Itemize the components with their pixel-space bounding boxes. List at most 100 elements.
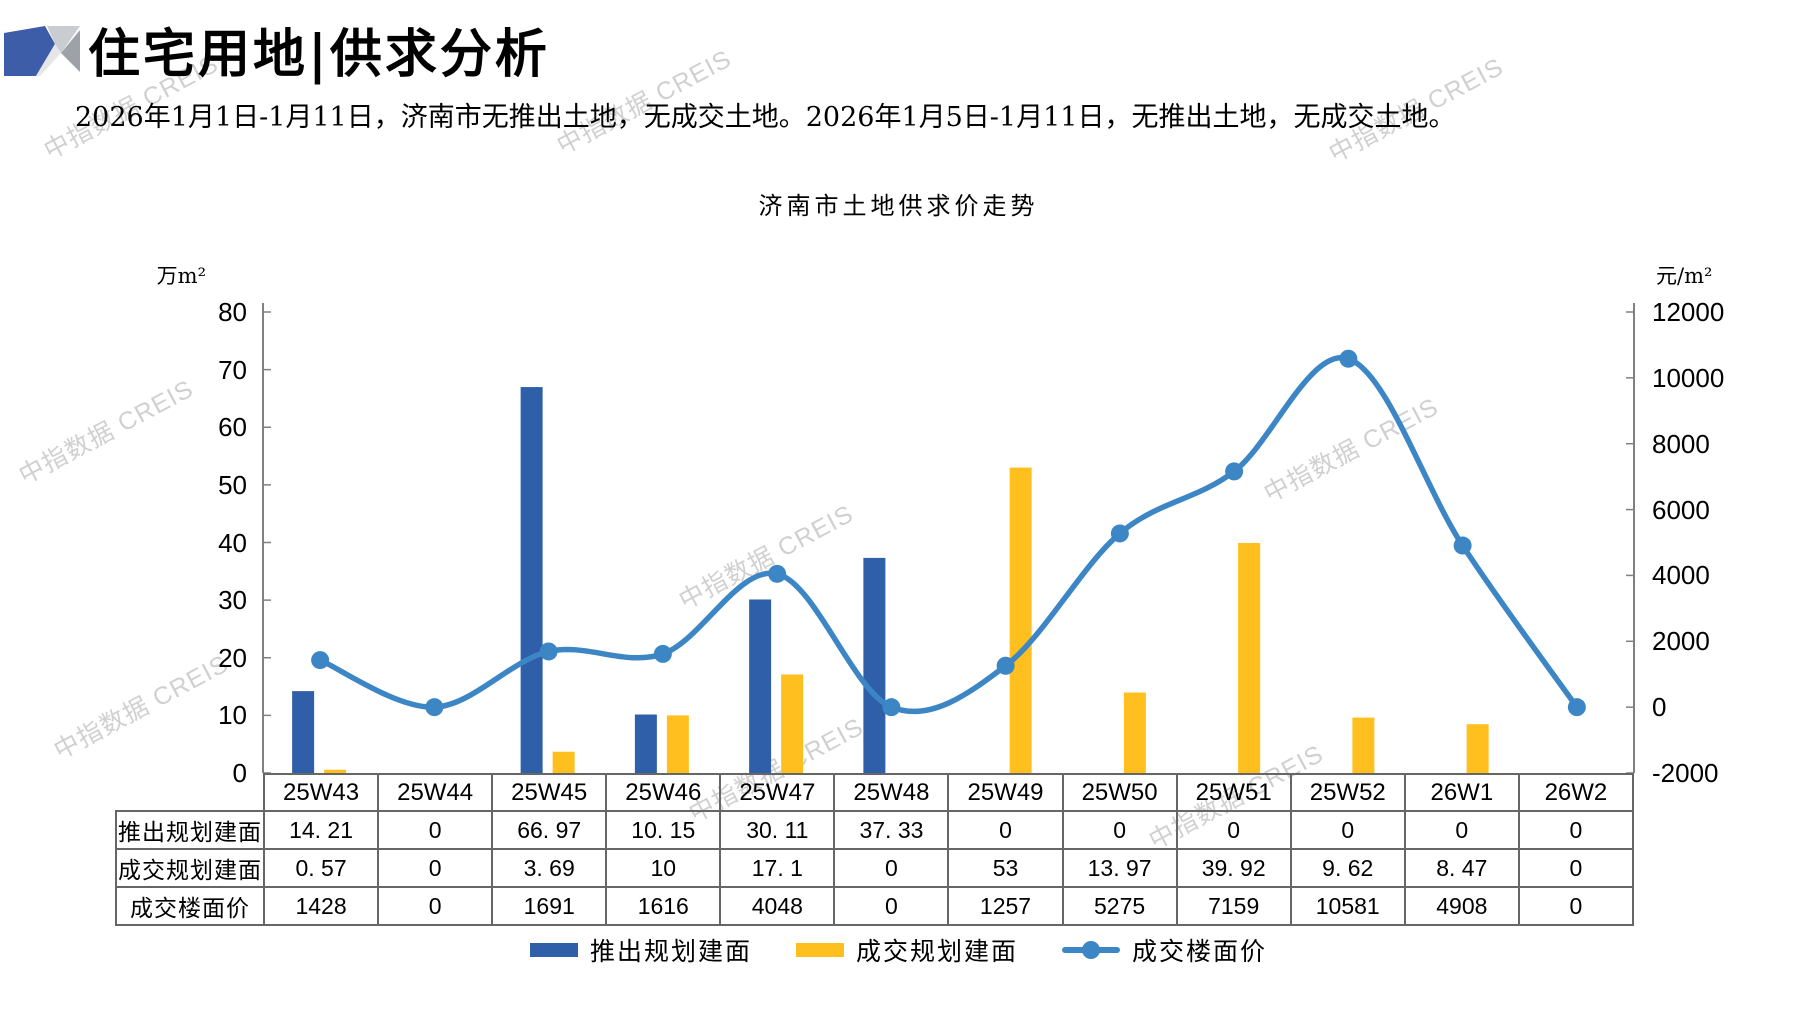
price-point-25W49	[996, 656, 1015, 675]
price-point-25W50	[1110, 524, 1129, 543]
table-cell: 9. 62	[1289, 848, 1406, 888]
table-cell: 7159	[1175, 886, 1292, 926]
bar-成交规划建面-25W46	[666, 715, 689, 773]
table-cell: 53	[947, 848, 1064, 888]
table-header-25W49: 25W49	[947, 773, 1064, 812]
table-cell: 0	[1517, 848, 1635, 888]
chart-title: 济南市土地供求价走势	[758, 192, 1039, 220]
logo-palegray-shape	[36, 44, 61, 76]
table-header-25W44: 25W44	[377, 773, 494, 812]
bar-成交规划建面-25W51	[1238, 542, 1261, 773]
table-header-25W50: 25W50	[1061, 773, 1178, 812]
watermark: 中指数据 CREIS	[1259, 392, 1444, 509]
legend-item-推出规划建面: 推出规划建面	[529, 932, 752, 968]
legend-item-成交规划建面: 成交规划建面	[795, 932, 1018, 968]
page-title: 住宅用地|供求分析	[88, 24, 550, 85]
left-axis-unit: 万m²	[156, 264, 206, 288]
table-cell: 4048	[719, 886, 836, 926]
table-header-26W1: 26W1	[1403, 773, 1520, 812]
data-table: 25W43 25W44 25W45 25W46 25W47 25W48 25W49 25W50…	[115, 773, 1635, 926]
bar-成交规划建面-25W45	[552, 751, 575, 773]
table-cell: 5275	[1061, 886, 1178, 926]
price-point-25W43	[311, 651, 330, 670]
data-table-wrap: 25W43 25W44 25W45 25W46 25W47 25W48 25W49 25W50…	[115, 773, 1635, 926]
left-axis-tick-label: 80	[218, 297, 247, 327]
bar-成交规划建面-26W1	[1466, 724, 1489, 773]
bar-成交规划建面-25W52	[1352, 717, 1375, 773]
table-cell: 1257	[947, 886, 1064, 926]
price-point-25W45	[539, 642, 558, 661]
table-row-label: 推出规划建面	[115, 810, 265, 850]
bar-推出规划建面-25W43	[292, 691, 315, 773]
logo-lightgray-shape	[47, 26, 80, 53]
table-cell: 0	[1175, 810, 1292, 850]
bar-推出规划建面-25W45	[520, 387, 543, 773]
table-row-label: 成交楼面价	[115, 886, 265, 926]
bar-成交规划建面-25W50	[1123, 692, 1146, 773]
table-cell: 0	[1403, 810, 1520, 850]
table-cell: 10	[605, 848, 722, 888]
table-header-25W46: 25W46	[605, 773, 722, 812]
right-axis-tick-label: 8000	[1652, 428, 1710, 459]
bar-成交规划建面-25W49	[1009, 467, 1032, 773]
legend-line-dot	[1082, 941, 1100, 959]
watermark: 中指数据 CREIS	[674, 499, 859, 616]
left-axis-tick-label: 20	[218, 642, 247, 673]
table-cell: 17. 1	[719, 848, 836, 888]
price-point-25W44	[425, 698, 444, 717]
table-header-25W45: 25W45	[491, 773, 608, 812]
legend-line-swatch	[1062, 940, 1120, 960]
left-axis-tick-label: 60	[218, 412, 247, 443]
table-cell: 4908	[1403, 886, 1520, 926]
table-header-26W2: 26W2	[1517, 773, 1635, 812]
table-cell: 0. 57	[262, 848, 380, 888]
logo-blue-shape	[4, 26, 55, 76]
table-row: 成交楼面价 1428 0 1691 1616 4048 0 1257 5275 7159 10581…	[115, 886, 1635, 926]
left-axis-tick-label: 50	[218, 469, 247, 500]
table-cell: 0	[377, 848, 494, 888]
table-cell: 14. 21	[262, 810, 380, 850]
left-axis-tick-label: 70	[218, 354, 247, 385]
table-cell: 0	[947, 810, 1064, 850]
table-cell: 39. 92	[1175, 848, 1292, 888]
bar-推出规划建面-25W46	[634, 714, 657, 773]
legend-label: 成交楼面价	[1132, 937, 1268, 966]
right-axis-tick-label: 12000	[1652, 297, 1725, 327]
right-axis-tick-label: 2000	[1652, 626, 1710, 657]
right-axis-tick-label: 10000	[1652, 362, 1725, 393]
table-cell: 0	[833, 886, 950, 926]
table-header-25W47: 25W47	[719, 773, 836, 812]
chart-legend: 推出规划建面 成交规划建面 成交楼面价	[0, 932, 1797, 968]
table-cell: 1428	[262, 886, 380, 926]
table-cell: 10581	[1289, 886, 1406, 926]
table-cell: 0	[1289, 810, 1406, 850]
table-cell: 66. 97	[491, 810, 608, 850]
left-axis-tick-label: 0	[232, 758, 247, 788]
summary-text: 2026年1月1日-1月11日，济南市无推出土地，无成交土地。2026年1月5日…	[75, 102, 1456, 133]
legend-bar-swatch	[795, 943, 844, 957]
table-cell: 10. 15	[605, 810, 722, 850]
right-axis-unit: 元/m²	[1656, 264, 1713, 288]
left-axis-tick-label: 30	[218, 585, 247, 616]
table-header-25W48: 25W48	[833, 773, 950, 812]
logo-darkgray-shape	[61, 30, 80, 72]
table-cell: 30. 11	[719, 810, 836, 850]
table-cell: 0	[1517, 886, 1635, 926]
price-point-25W46	[653, 644, 672, 663]
table-cell: 8. 47	[1403, 848, 1520, 888]
table-cell: 1691	[491, 886, 608, 926]
price-point-26W2	[1567, 698, 1586, 717]
price-point-25W48	[882, 698, 901, 717]
table-row: 推出规划建面 14. 21 0 66. 97 10. 15 30. 11 37. 33 0 0 0…	[115, 810, 1635, 850]
right-axis-tick-label: 4000	[1652, 560, 1710, 591]
table-cell: 0	[833, 848, 950, 888]
table-header-25W52: 25W52	[1289, 773, 1406, 812]
left-axis-tick-label: 40	[218, 527, 247, 558]
table-cell: 0	[377, 886, 494, 926]
price-point-26W1	[1453, 536, 1472, 555]
table-cell: 13. 97	[1061, 848, 1178, 888]
creis-logo	[4, 26, 80, 76]
legend-label: 成交规划建面	[855, 937, 1018, 966]
bar-推出规划建面-25W47	[749, 599, 772, 773]
